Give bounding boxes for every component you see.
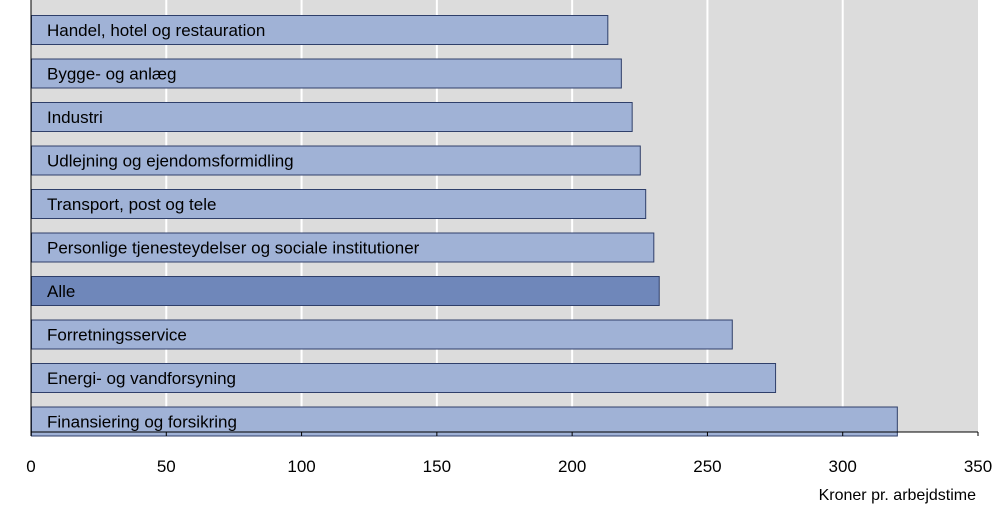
- bar: [31, 406, 898, 437]
- bar-label: Personlige tjenesteydelser og sociale in…: [47, 239, 420, 258]
- bar-label: Energi- og vandforsyning: [47, 369, 236, 388]
- bar-label: Industri: [47, 108, 103, 127]
- bar: [31, 276, 660, 306]
- bar: [31, 319, 733, 350]
- x-tick-label: 350: [964, 457, 992, 476]
- x-tick-label: 50: [157, 457, 176, 476]
- bar: [31, 102, 633, 132]
- x-tick-label: 250: [693, 457, 721, 476]
- bar-label: Bygge- og anlæg: [47, 65, 176, 84]
- bars: Handel, hotel og restauration Bygge- og a…: [31, 15, 898, 437]
- bar-label: Handel, hotel og restauration: [47, 21, 265, 40]
- x-tick-label: 100: [287, 457, 315, 476]
- x-axis-title: Kroner pr. arbejdstime: [819, 487, 977, 504]
- x-tick-label: 0: [26, 457, 35, 476]
- bar: [31, 15, 609, 45]
- bar: [31, 232, 655, 263]
- bar-label: Udlejning og ejendomsformidling: [47, 152, 294, 171]
- x-axis: 0 50 100 150 200 250 300 350: [26, 0, 992, 476]
- x-tick-label: 150: [423, 457, 451, 476]
- bar-label: Finansiering og forsikring: [47, 413, 237, 432]
- bar-label: Forretningsservice: [47, 326, 187, 345]
- bar-label: Transport, post og tele: [47, 195, 216, 214]
- x-tick-label: 200: [558, 457, 586, 476]
- bar-label: Alle: [47, 282, 75, 301]
- x-tick-label: 300: [829, 457, 857, 476]
- bar: [31, 189, 647, 219]
